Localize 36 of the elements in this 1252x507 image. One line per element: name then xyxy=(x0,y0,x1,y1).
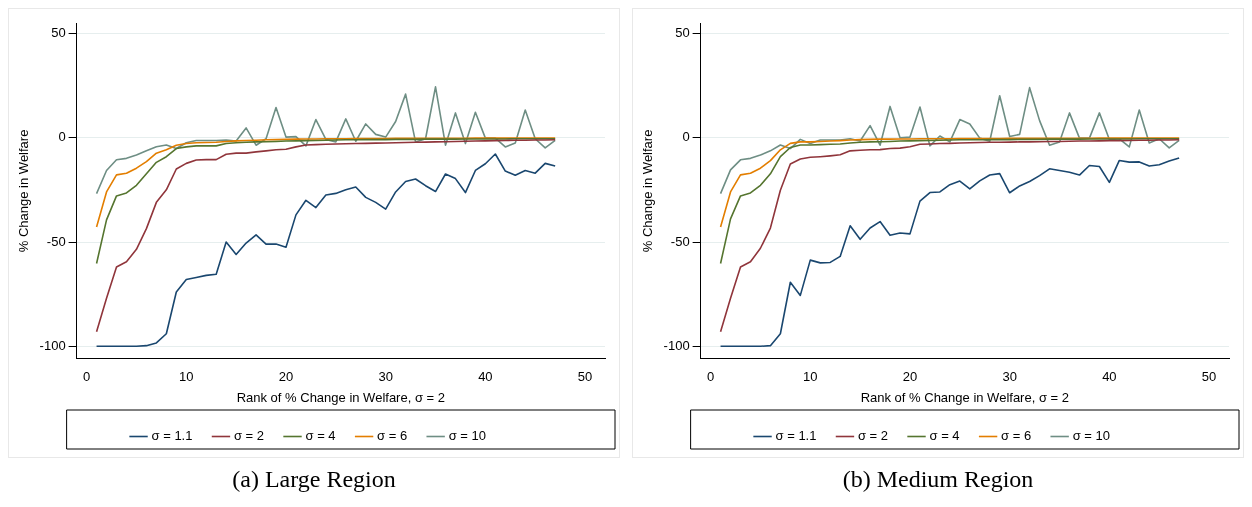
x-tick-label: 10 xyxy=(803,369,818,385)
text: (b) Medium Region xyxy=(841,466,1035,493)
y-tick-label: 0 xyxy=(682,129,690,145)
y-axis-title: % Change in Welfare xyxy=(16,129,32,253)
x-tick-label: 0 xyxy=(82,369,91,385)
text: (a) Large Region xyxy=(231,466,397,493)
y-tick-label: 0 xyxy=(58,129,66,145)
legend-label: σ = 1.1 xyxy=(151,428,193,444)
x-tick-label: 50 xyxy=(577,369,593,385)
y-tick-label: -50 xyxy=(670,233,690,249)
x-tick-label: 20 xyxy=(278,369,294,385)
y-tick-label: -100 xyxy=(39,337,66,353)
y-tick-label: -100 xyxy=(663,337,690,353)
x-tick-label: 40 xyxy=(1102,369,1117,385)
legend-label: σ = 6 xyxy=(1001,428,1032,444)
x-tick-label: 50 xyxy=(1201,369,1217,385)
x-tick-label: 40 xyxy=(478,369,493,385)
legend-label: σ = 6 xyxy=(377,428,408,444)
y-tick-label: 50 xyxy=(51,25,66,41)
legend-label: σ = 4 xyxy=(929,428,960,444)
legend-label: σ = 10 xyxy=(1072,428,1110,444)
y-axis-title: % Change in Welfare xyxy=(640,129,656,253)
y-tick-label: -50 xyxy=(46,233,66,249)
x-axis-title: Rank of % Change in Welfare, σ = 2 xyxy=(236,389,445,405)
x-axis-title: Rank of % Change in Welfare, σ = 2 xyxy=(860,389,1069,405)
x-tick-label: 30 xyxy=(378,369,393,385)
legend-label: σ = 1.1 xyxy=(775,428,817,444)
legend-label: σ = 4 xyxy=(305,428,336,444)
x-tick-label: 20 xyxy=(902,369,918,385)
x-tick-label: 10 xyxy=(179,369,194,385)
x-tick-label: 30 xyxy=(1002,369,1017,385)
legend-label: σ = 2 xyxy=(233,428,265,444)
x-tick-label: 0 xyxy=(706,369,715,385)
legend-label: σ = 10 xyxy=(448,428,486,444)
legend-label: σ = 2 xyxy=(857,428,889,444)
y-tick-label: 50 xyxy=(675,25,690,41)
